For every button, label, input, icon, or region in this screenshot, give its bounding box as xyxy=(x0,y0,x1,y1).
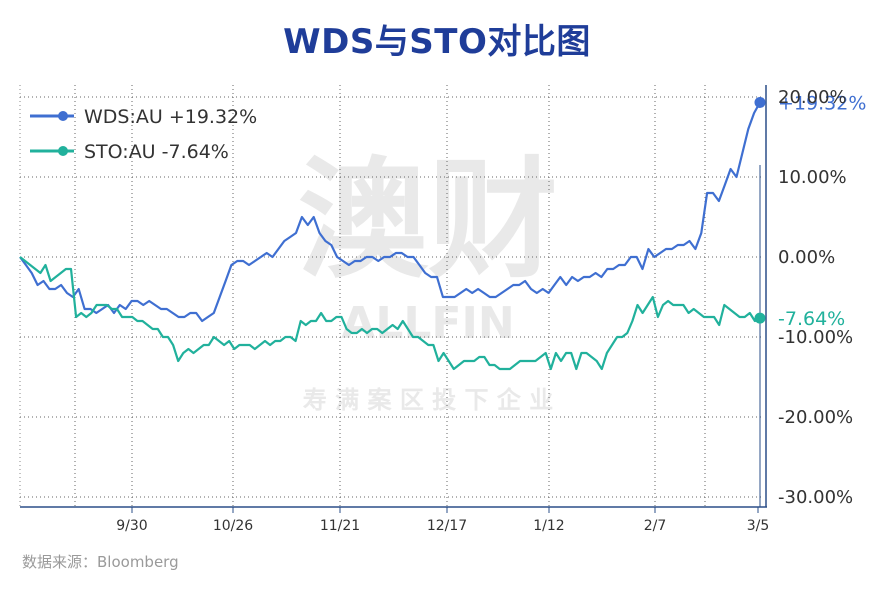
series-end-marker xyxy=(754,96,766,108)
svg-text:ALLFIN: ALLFIN xyxy=(341,298,514,349)
series-end-label: -7.64% xyxy=(778,308,845,330)
y-tick-label: -20.00% xyxy=(778,407,853,428)
data-source: 数据来源：Bloomberg xyxy=(22,553,179,571)
series-layer: +19.32% -7.64% xyxy=(19,92,866,371)
legend-label: WDS:AU +19.32% xyxy=(84,106,257,128)
chart-title: WDS与STO对比图 xyxy=(283,22,591,62)
x-tick-label: 12/17 xyxy=(427,518,467,534)
watermark: 澳财 ALLFIN 寿 满 案 区 投 下 企 业 xyxy=(298,144,558,414)
x-tick-label: 9/30 xyxy=(116,518,147,534)
x-tick-label: 2/7 xyxy=(644,518,667,534)
y-tick-label: -30.00% xyxy=(778,487,853,508)
y-tick-label: 0.00% xyxy=(778,247,835,268)
y-tick-label: -10.00% xyxy=(778,327,853,348)
series-end-label: +19.32% xyxy=(778,92,866,114)
axes xyxy=(19,85,767,513)
legend-marker xyxy=(58,111,68,121)
y-tick-label: 20.00% xyxy=(778,87,847,108)
x-tick-label: 1/12 xyxy=(533,518,564,534)
legend-label: STO:AU -7.64% xyxy=(84,141,229,163)
svg-text:澳财: 澳财 xyxy=(298,144,558,296)
legend: WDS:AU +19.32% STO:AU -7.64% xyxy=(30,106,257,163)
y-tick-label: 10.00% xyxy=(778,167,847,188)
x-tick-label: 10/26 xyxy=(213,518,253,534)
tick-labels: 20.00% 10.00% 0.00% -10.00% -20.00% -30.00% 9/… xyxy=(116,87,853,534)
series-end-marker xyxy=(754,312,766,324)
legend-marker xyxy=(58,146,68,156)
series-line-sto xyxy=(19,256,761,371)
x-tick-label: 11/21 xyxy=(320,518,360,534)
series-line-wds xyxy=(19,101,761,323)
x-tick-label: 3/5 xyxy=(747,518,770,534)
svg-text:寿 满 案 区 投 下 企 业: 寿 满 案 区 投 下 企 业 xyxy=(303,386,554,414)
